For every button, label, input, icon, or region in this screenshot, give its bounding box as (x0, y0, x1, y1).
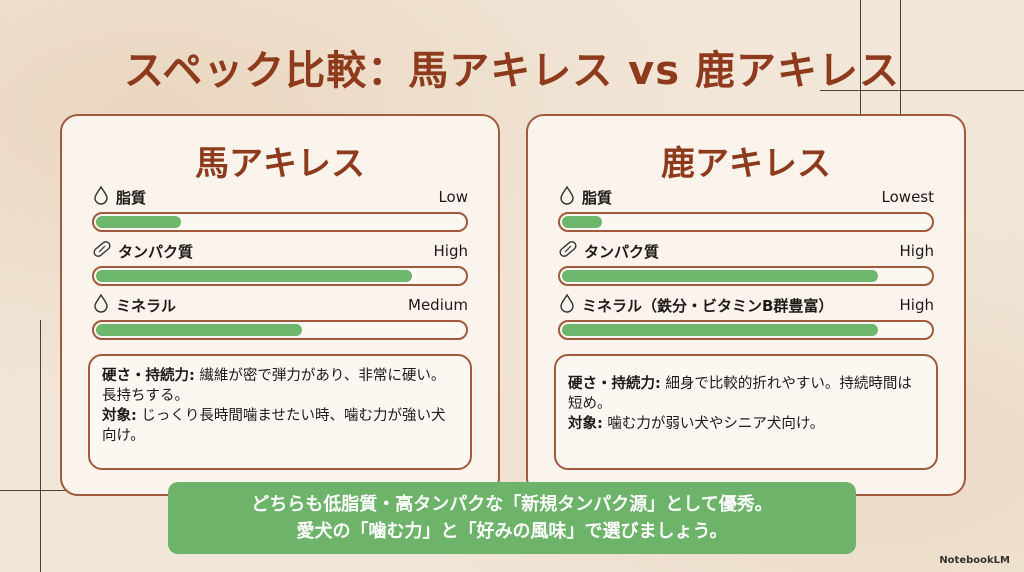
metric-bar (558, 212, 934, 232)
grid-line (860, 0, 861, 200)
droplet-icon (92, 293, 110, 317)
summary-line-2: 愛犬の「噛む力」と「好みの風味」で選びましょう。 (296, 521, 728, 542)
description-target: 対象: 噛む力が弱い犬やシニア犬向け。 (568, 416, 825, 432)
capsule-icon (558, 239, 578, 263)
metric-bar (558, 266, 934, 286)
summary-line-1: どちらも低脂質・高タンパクな「新規タンパク源」として優秀。 (251, 494, 773, 515)
metric-row: ミネラル Medium (92, 292, 468, 346)
grid-line (820, 90, 1024, 91)
metric-value: High (899, 242, 934, 260)
description-box: 硬さ・持続力: 繊維が密で弾力があり、非常に硬い。長持ちする。 対象: じっくり長… (88, 354, 472, 470)
droplet-icon (558, 185, 576, 209)
card-title: 馬アキレス (195, 144, 365, 184)
capsule-icon (92, 239, 112, 263)
metric-value: High (433, 242, 468, 260)
metric-bar (92, 212, 468, 232)
description-hardness: 硬さ・持続力: 細身で比較的折れやすい。持続時間は短め。 (568, 376, 912, 412)
metric-row: 脂質 Lowest (558, 184, 934, 238)
metric-bar-fill (96, 216, 181, 228)
metric-row: タンパク質 High (92, 238, 468, 292)
metric-label: タンパク質 (584, 242, 660, 261)
metric-label: 脂質 (116, 188, 147, 207)
card-deer: 鹿アキレス脂質 Lowest タンパク質 High ミネラル（鉄分・ビタミンB群豊富） H… (526, 114, 966, 496)
description-box: 硬さ・持続力: 細身で比較的折れやすい。持続時間は短め。対象: 噛む力が弱い犬や… (554, 354, 938, 470)
metric-value: Medium (408, 296, 468, 314)
metric-bar-fill (562, 324, 879, 336)
metric-bar-fill (96, 270, 413, 282)
metric-bar-fill (96, 324, 303, 336)
metric-value: Low (438, 188, 468, 206)
metric-bar (92, 266, 468, 286)
metric-label: ミネラル (116, 296, 177, 315)
metric-value: High (899, 296, 934, 314)
brand-logo: NotebookLM (939, 555, 1010, 566)
metric-bar (558, 320, 934, 340)
metric-label: 脂質 (582, 188, 613, 207)
metric-row: タンパク質 High (558, 238, 934, 292)
page-title: スペック比較：馬アキレス vs 鹿アキレス (124, 48, 900, 94)
metric-bar-fill (562, 270, 879, 282)
metric-value: Lowest (881, 188, 934, 206)
description-target: 対象: じっくり長時間噛ませたい時、噛む力が強い犬向け。 (102, 408, 446, 444)
card-horse: 馬アキレス脂質 Low タンパク質 High ミネラル Medium 硬さ・持続力: 繊維が… (60, 114, 500, 496)
metric-bar-fill (562, 216, 603, 228)
card-title: 鹿アキレス (661, 144, 831, 184)
metric-label: ミネラル（鉄分・ビタミンB群豊富） (582, 296, 834, 315)
droplet-icon (92, 185, 110, 209)
metric-label: タンパク質 (118, 242, 194, 261)
description-hardness: 硬さ・持続力: 繊維が密で弾力があり、非常に硬い。長持ちする。 (102, 368, 446, 404)
droplet-icon (558, 293, 576, 317)
summary-banner: どちらも低脂質・高タンパクな「新規タンパク源」として優秀。 愛犬の「噛む力」と「… (168, 482, 856, 554)
metric-bar (92, 320, 468, 340)
metric-row: ミネラル（鉄分・ビタミンB群豊富） High (558, 292, 934, 346)
metric-row: 脂質 Low (92, 184, 468, 238)
grid-line (40, 320, 41, 572)
